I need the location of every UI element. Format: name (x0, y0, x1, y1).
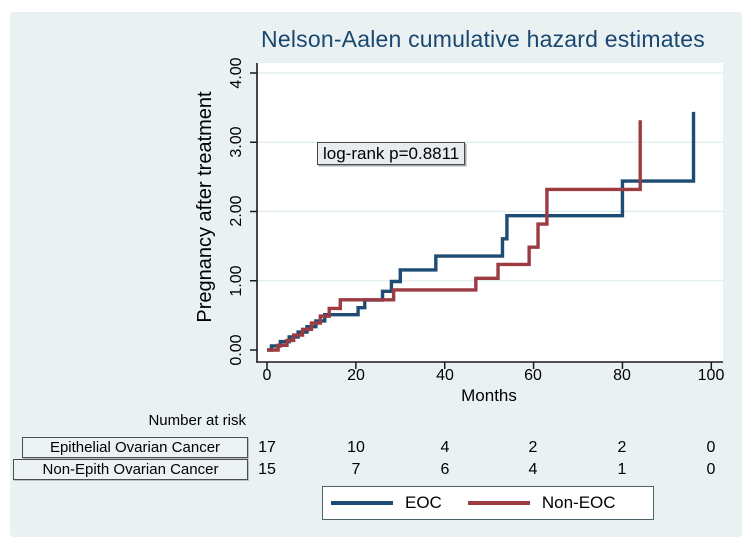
x-axis-title: Months (461, 386, 517, 405)
risk-value: 15 (258, 461, 276, 478)
risk-row-label-non-eoc: Non-Epith Ovarian Cancer (13, 459, 248, 480)
non-eoc-step-curve (267, 120, 642, 352)
x-tick-label-20: 20 (347, 367, 365, 384)
risk-value: 17 (258, 439, 276, 456)
risk-value: 0 (706, 461, 716, 478)
x-tick-label-0: 0 (262, 367, 272, 384)
risk-value: 2 (617, 439, 627, 456)
y-axis-title: Pregnancy after treatment (194, 91, 216, 323)
plot-area (257, 63, 723, 362)
y-tick-label-2: 2.00 (228, 195, 245, 227)
legend-box: EOC Non-EOC (322, 486, 654, 520)
risk-value: 4 (440, 439, 450, 456)
risk-value: 2 (528, 439, 538, 456)
x-tick-label-80: 80 (613, 367, 631, 384)
y-tick-label-4: 4.00 (228, 57, 245, 89)
non-eoc-line-swatch (467, 501, 530, 505)
eoc-step-curve (267, 111, 696, 352)
chart-title: Nelson-Aalen cumulative hazard estimates (261, 26, 705, 52)
risk-value: 0 (706, 439, 716, 456)
log-rank-annotation: log-rank p=0.8811 (317, 142, 466, 165)
eoc-line-swatch (331, 501, 393, 505)
risk-value: 10 (347, 439, 365, 456)
risk-table-header: Number at risk (148, 412, 246, 429)
risk-value: 6 (440, 461, 450, 478)
legend-item-eoc: EOC (331, 493, 468, 513)
risk-value: 1 (617, 461, 627, 478)
y-tick-label-1: 1.00 (228, 265, 245, 297)
legend-item-non-eoc: Non-EOC (467, 493, 642, 513)
x-tick-label-60: 60 (524, 367, 542, 384)
risk-value: 7 (351, 461, 361, 478)
axis-ticks (250, 72, 713, 369)
legend-label-eoc: EOC (405, 493, 442, 512)
risk-row-label-eoc: Epithelial Ovarian Cancer (22, 437, 248, 458)
risk-value: 4 (528, 461, 538, 478)
y-tick-label-3: 3.00 (228, 126, 245, 158)
legend-label-non-eoc: Non-EOC (541, 493, 616, 512)
x-tick-label-40: 40 (436, 367, 454, 384)
x-tick-label-100: 100 (697, 367, 725, 384)
